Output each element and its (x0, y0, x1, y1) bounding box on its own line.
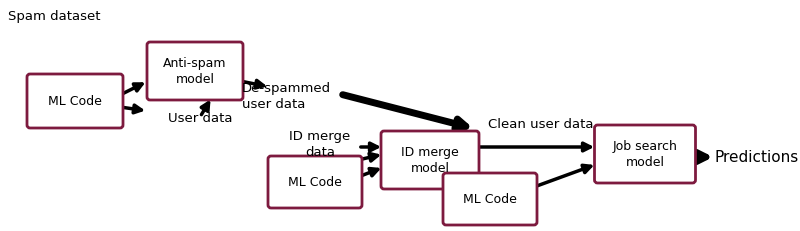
Text: ID merge
data: ID merge data (290, 129, 350, 158)
Text: ML Code: ML Code (288, 176, 342, 189)
FancyBboxPatch shape (594, 125, 695, 183)
Text: ID merge
model: ID merge model (401, 146, 459, 175)
Text: De-spammed
user data: De-spammed user data (242, 82, 331, 110)
Text: Clean user data: Clean user data (488, 118, 594, 131)
Text: Predictions: Predictions (715, 150, 799, 165)
Text: Spam dataset: Spam dataset (8, 10, 101, 23)
FancyBboxPatch shape (443, 173, 537, 225)
Text: User data: User data (168, 112, 233, 125)
Text: ML Code: ML Code (48, 95, 102, 108)
FancyBboxPatch shape (147, 43, 243, 100)
Text: Anti-spam
model: Anti-spam model (163, 57, 226, 86)
FancyBboxPatch shape (27, 75, 123, 128)
Text: Job search
model: Job search model (613, 140, 678, 169)
Text: ML Code: ML Code (463, 193, 517, 206)
FancyBboxPatch shape (381, 131, 479, 189)
FancyBboxPatch shape (268, 156, 362, 208)
